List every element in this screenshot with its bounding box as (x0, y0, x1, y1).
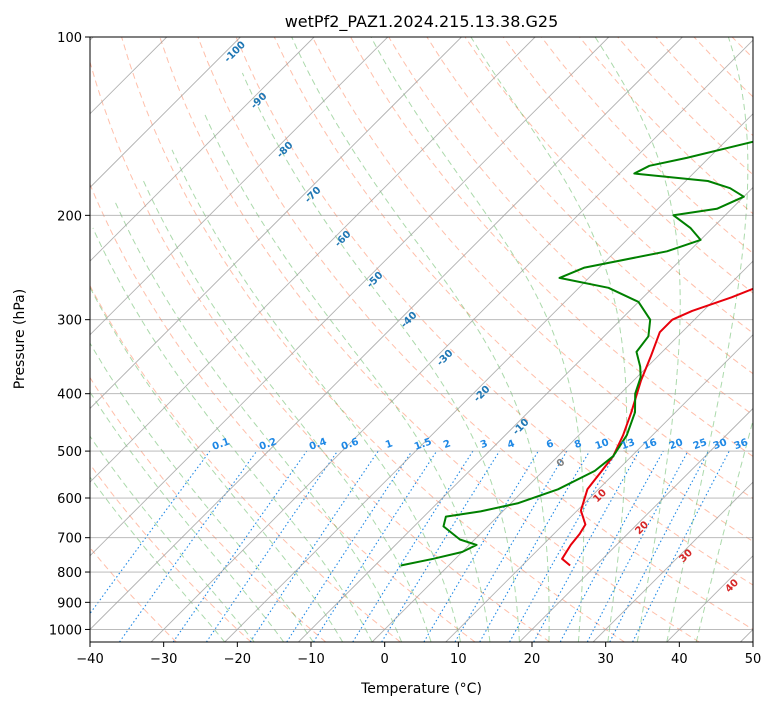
moist-adiabat (666, 37, 749, 642)
y-tick-label: 600 (57, 492, 82, 507)
x-axis-title: Temperature (°C) (360, 681, 482, 697)
isotherm-grid-line (445, 334, 753, 642)
dry-adiabat (90, 376, 327, 642)
isotherm-grid-line (90, 37, 315, 262)
moist-adiabat (90, 342, 314, 642)
moist-adiabat (90, 286, 344, 642)
dry-adiabat (197, 37, 753, 630)
x-tick-label: 40 (671, 652, 688, 667)
mixing-ratio-line (172, 450, 308, 642)
mixing-ratio-label: 8 (573, 438, 583, 451)
isotherm-grid-line (90, 37, 683, 631)
moist-adiabat (470, 37, 628, 642)
moist-adiabat (594, 37, 681, 642)
x-tick-label: −20 (224, 652, 251, 667)
mixing-ratio-label: 25 (692, 437, 709, 452)
dry-adiabat (159, 37, 700, 642)
mixing-ratio-line (632, 450, 730, 642)
isotherm-grid-line (224, 113, 753, 642)
y-axis: 100 200 300 400 500 600 700 800 900 1000 (49, 31, 90, 638)
isotherm-grid-line (90, 37, 610, 557)
moist-adiabat (114, 201, 403, 642)
x-tick-label: 10 (450, 652, 467, 667)
temperature-profile-line (561, 287, 753, 567)
x-axis: −40 −30 −20 −10 0 10 20 30 40 50 (76, 642, 761, 667)
isotherm-grid-line (519, 407, 753, 642)
y-tick-label: 200 (57, 209, 82, 224)
moist-adiabat (90, 391, 285, 642)
mixing-ratio-line (352, 450, 474, 642)
y-tick-label: 1000 (49, 623, 82, 638)
moist-adiabat (90, 476, 226, 642)
mixing-ratio-line (90, 450, 211, 615)
mixing-ratio-label: 36 (733, 437, 750, 452)
mixing-ratio-label: 16 (642, 437, 659, 452)
isotherm-grid-line (90, 37, 536, 483)
y-tick-label: 800 (57, 566, 82, 581)
x-tick-label: −10 (297, 652, 324, 667)
mixing-ratio-line (249, 450, 379, 642)
mixing-ratio-label: 1 (384, 438, 394, 451)
y-tick-label: 400 (57, 388, 82, 403)
mixing-ratio-line (313, 450, 438, 642)
y-tick-label: 500 (57, 445, 82, 460)
mixing-ratio-label: 10 (594, 437, 611, 452)
isotherm-grid-line (150, 39, 753, 642)
x-tick-label: 20 (524, 652, 541, 667)
isotherm-grid-line (371, 260, 753, 642)
y-tick-label: 100 (57, 31, 82, 46)
moist-adiabat (90, 435, 255, 642)
isotherm-grid-line (592, 481, 753, 642)
x-tick-label: 30 (597, 652, 614, 667)
mixing-ratio-label: 3 (479, 438, 489, 451)
mixing-ratio-label: 13 (620, 437, 637, 452)
mixing-ratio-label: 20 (668, 437, 685, 452)
moist-adiabat (291, 37, 550, 642)
moist-adiabat (241, 72, 520, 642)
y-tick-label: 300 (57, 314, 82, 329)
moist-adiabat (204, 113, 491, 642)
isotherm-grid-line (298, 186, 753, 642)
dry-adiabat (235, 37, 753, 586)
mixing-ratio-label: 6 (545, 438, 555, 451)
plot-frame (89, 36, 754, 643)
dry-adiabat (90, 60, 551, 642)
dry-adiabat (121, 37, 625, 642)
isotherm-grid-line (90, 37, 462, 410)
x-tick-label: −40 (76, 652, 103, 667)
moist-adiabat (695, 418, 753, 642)
x-tick-label: 0 (381, 652, 389, 667)
mixing-ratio-label: 2 (442, 438, 452, 451)
grid (90, 37, 753, 642)
moist-adiabat (92, 227, 373, 642)
mixing-ratio-label: 30 (712, 437, 729, 452)
x-tick-label: 50 (745, 652, 762, 667)
moist-adiabat (370, 37, 585, 642)
y-tick-label: 700 (57, 532, 82, 547)
mixing-ratio-line (286, 450, 413, 642)
mixing-ratio-line (509, 450, 618, 642)
dry-adiabat (502, 37, 753, 294)
series-layer (400, 140, 753, 567)
isotherm-grid-line (90, 37, 389, 336)
mixing-ratio-line (533, 450, 640, 642)
dry-adiabat (273, 37, 753, 543)
dry-adiabat (311, 37, 753, 500)
mixing-ratio-line (119, 450, 258, 642)
dewpoint-profile-line (400, 140, 753, 567)
dry-adiabat (90, 463, 252, 642)
chart-title: wetPf2_PAZ1.2024.215.13.38.G25 (285, 12, 559, 32)
mixing-ratio-line (381, 450, 500, 642)
mixing-ratio-label: 4 (506, 438, 516, 451)
isotherm-grid-line (90, 37, 241, 189)
x-tick-label: −30 (150, 652, 177, 667)
mixing-ratio-line (205, 450, 338, 642)
y-tick-label: 900 (57, 596, 82, 611)
mixing-ratio-line (559, 450, 664, 642)
y-axis-title: Pressure (hPa) (12, 289, 28, 389)
